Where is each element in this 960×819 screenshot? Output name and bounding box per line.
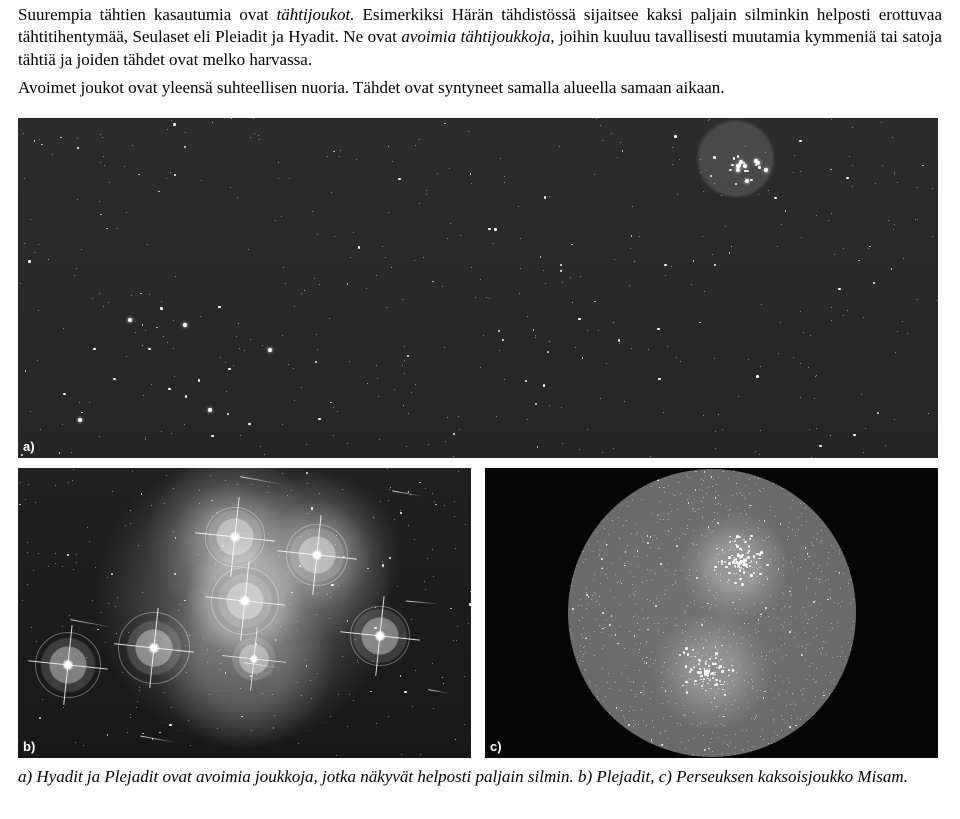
figure-b-image bbox=[18, 468, 471, 758]
figure-caption: a) Hyadit ja Plejadit ovat avoimia joukk… bbox=[18, 766, 942, 788]
p1-run1: Suurempia tähtien kasautumia ovat bbox=[18, 5, 277, 24]
figure-label-b: b) bbox=[23, 739, 35, 754]
figure-a-image bbox=[18, 118, 938, 458]
figure-b: b) bbox=[18, 468, 471, 758]
p1-italic-2: avoimia tähtijoukkoja, bbox=[401, 27, 554, 46]
paragraph-2: Avoimet joukot ovat yleensä suhteellisen… bbox=[18, 77, 942, 99]
figure-c-image bbox=[485, 468, 938, 758]
figure-a: a) bbox=[18, 118, 938, 458]
figure-row-bc: b) c) bbox=[18, 468, 942, 758]
p1-italic-1: tähtijoukot. bbox=[277, 5, 355, 24]
figure-label-a: a) bbox=[23, 439, 35, 454]
paragraph-1: Suurempia tähtien kasautumia ovat tähtij… bbox=[18, 4, 942, 71]
figure-c: c) bbox=[485, 468, 938, 758]
figure-label-c: c) bbox=[490, 739, 502, 754]
page: Suurempia tähtien kasautumia ovat tähtij… bbox=[0, 0, 960, 819]
